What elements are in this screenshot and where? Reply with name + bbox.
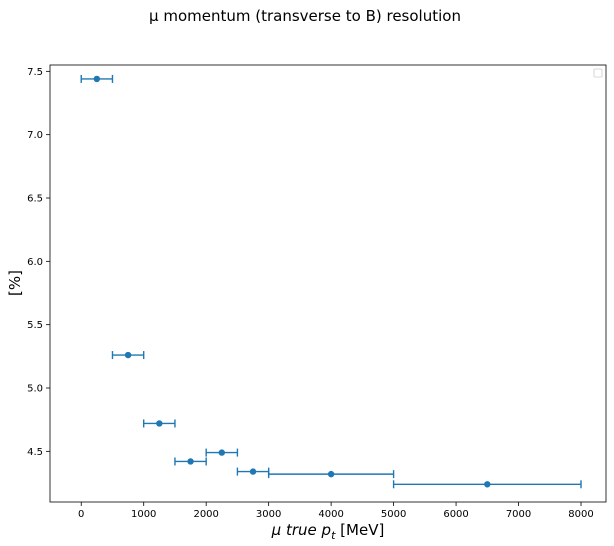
x-tick-label: 3000 <box>256 509 281 520</box>
data-point <box>93 75 101 83</box>
plot-area <box>49 64 607 503</box>
y-tick-label: 4.5 <box>27 447 43 458</box>
x-axis-label-sub: t <box>331 529 336 542</box>
x-tick-label: 7000 <box>506 509 531 520</box>
x-tick-label: 6000 <box>443 509 468 520</box>
x-axis-label-var: p <box>321 521 332 539</box>
y-tick-label: 7.0 <box>27 130 43 141</box>
x-axis-label-suffix: [MeV] <box>335 521 384 539</box>
x-axis-label: μ true pt [MeV] <box>271 521 385 542</box>
x-tick-label: 2000 <box>193 509 218 520</box>
y-tick-label: 6.5 <box>27 194 43 205</box>
data-point <box>187 458 194 465</box>
x-tick-label: 4000 <box>318 509 343 520</box>
y-tick-label: 7.5 <box>27 67 43 78</box>
data-point <box>484 481 491 488</box>
x-tick-label: 8000 <box>568 509 593 520</box>
x-tick-label: 0 <box>78 509 84 520</box>
data-series <box>80 74 582 489</box>
y-tick-label: 5.5 <box>27 320 43 331</box>
x-tick-label: 5000 <box>381 509 406 520</box>
x-axis: 0 1000 2000 3000 4000 5000 6000 7000 8000 <box>78 502 594 520</box>
data-point <box>156 420 163 427</box>
data-point <box>327 470 335 478</box>
y-axis-label: [%] <box>6 270 24 296</box>
x-axis-label-prefix: μ true <box>271 521 322 539</box>
data-point <box>124 351 132 359</box>
chart-title: μ momentum (transverse to B) resolution <box>149 7 461 25</box>
data-point <box>218 449 225 456</box>
legend-box <box>593 68 603 78</box>
x-tick-label: 1000 <box>131 509 156 520</box>
y-tick-label: 5.0 <box>27 384 43 395</box>
y-axis: 4.5 5.0 5.5 6.0 6.5 7.0 7.5 <box>27 67 50 458</box>
y-tick-label: 6.0 <box>27 257 43 268</box>
data-point <box>249 468 257 475</box>
